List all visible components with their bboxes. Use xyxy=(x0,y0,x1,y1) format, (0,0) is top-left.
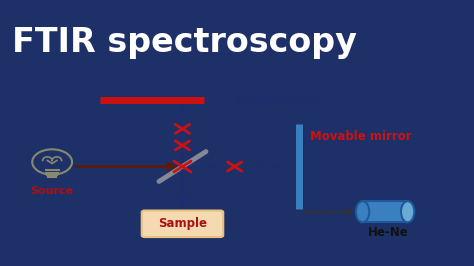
Ellipse shape xyxy=(356,201,369,222)
Text: Source: Source xyxy=(31,186,73,196)
FancyBboxPatch shape xyxy=(142,210,223,237)
Text: Sample: Sample xyxy=(158,217,207,230)
Text: FTIR spectroscopy: FTIR spectroscopy xyxy=(12,26,357,59)
Text: Fixed mirror: Fixed mirror xyxy=(237,94,319,107)
Text: Movable mirror: Movable mirror xyxy=(310,130,412,143)
Text: He-Ne: He-Ne xyxy=(368,226,409,239)
Ellipse shape xyxy=(401,201,414,222)
FancyBboxPatch shape xyxy=(363,201,408,222)
